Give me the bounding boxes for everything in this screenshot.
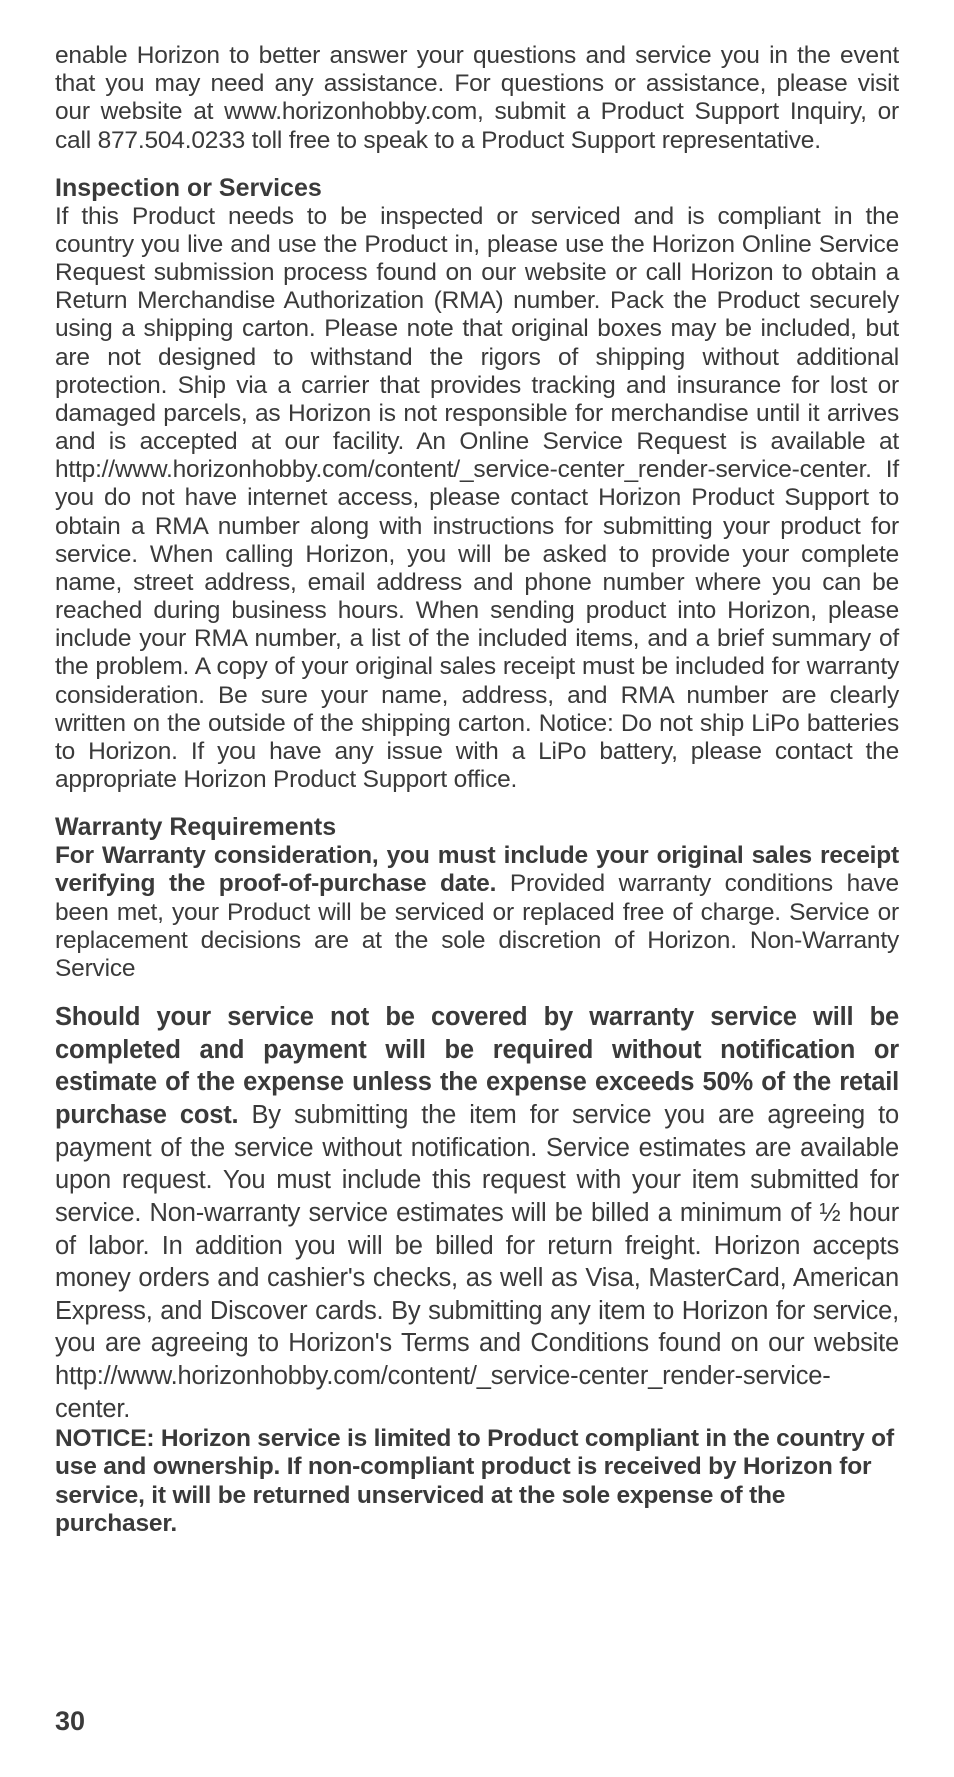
paragraph-non-warranty: Should your service not be covered by wa… — [55, 1001, 899, 1425]
paragraph-inspection: If this Product needs to be inspected or… — [55, 203, 899, 795]
notice-paragraph: NOTICE: Horizon service is limited to Pr… — [55, 1425, 899, 1538]
heading-warranty-req: Warranty Requirements — [55, 812, 899, 842]
document-page: enable Horizon to better answer your que… — [0, 0, 954, 1777]
page-number: 30 — [55, 1706, 85, 1737]
notice-bold: NOTICE: Horizon service is limited to Pr… — [55, 1425, 894, 1537]
section-warranty-req: Warranty Requirements For Warranty consi… — [55, 812, 899, 983]
intro-paragraph: enable Horizon to better answer your que… — [55, 42, 899, 155]
heading-inspection: Inspection or Services — [55, 173, 899, 203]
non-warranty-rest: By submitting the item for service you a… — [55, 1101, 899, 1423]
paragraph-warranty-req: For Warranty consideration, you must inc… — [55, 842, 899, 983]
section-inspection: Inspection or Services If this Product n… — [55, 173, 899, 795]
